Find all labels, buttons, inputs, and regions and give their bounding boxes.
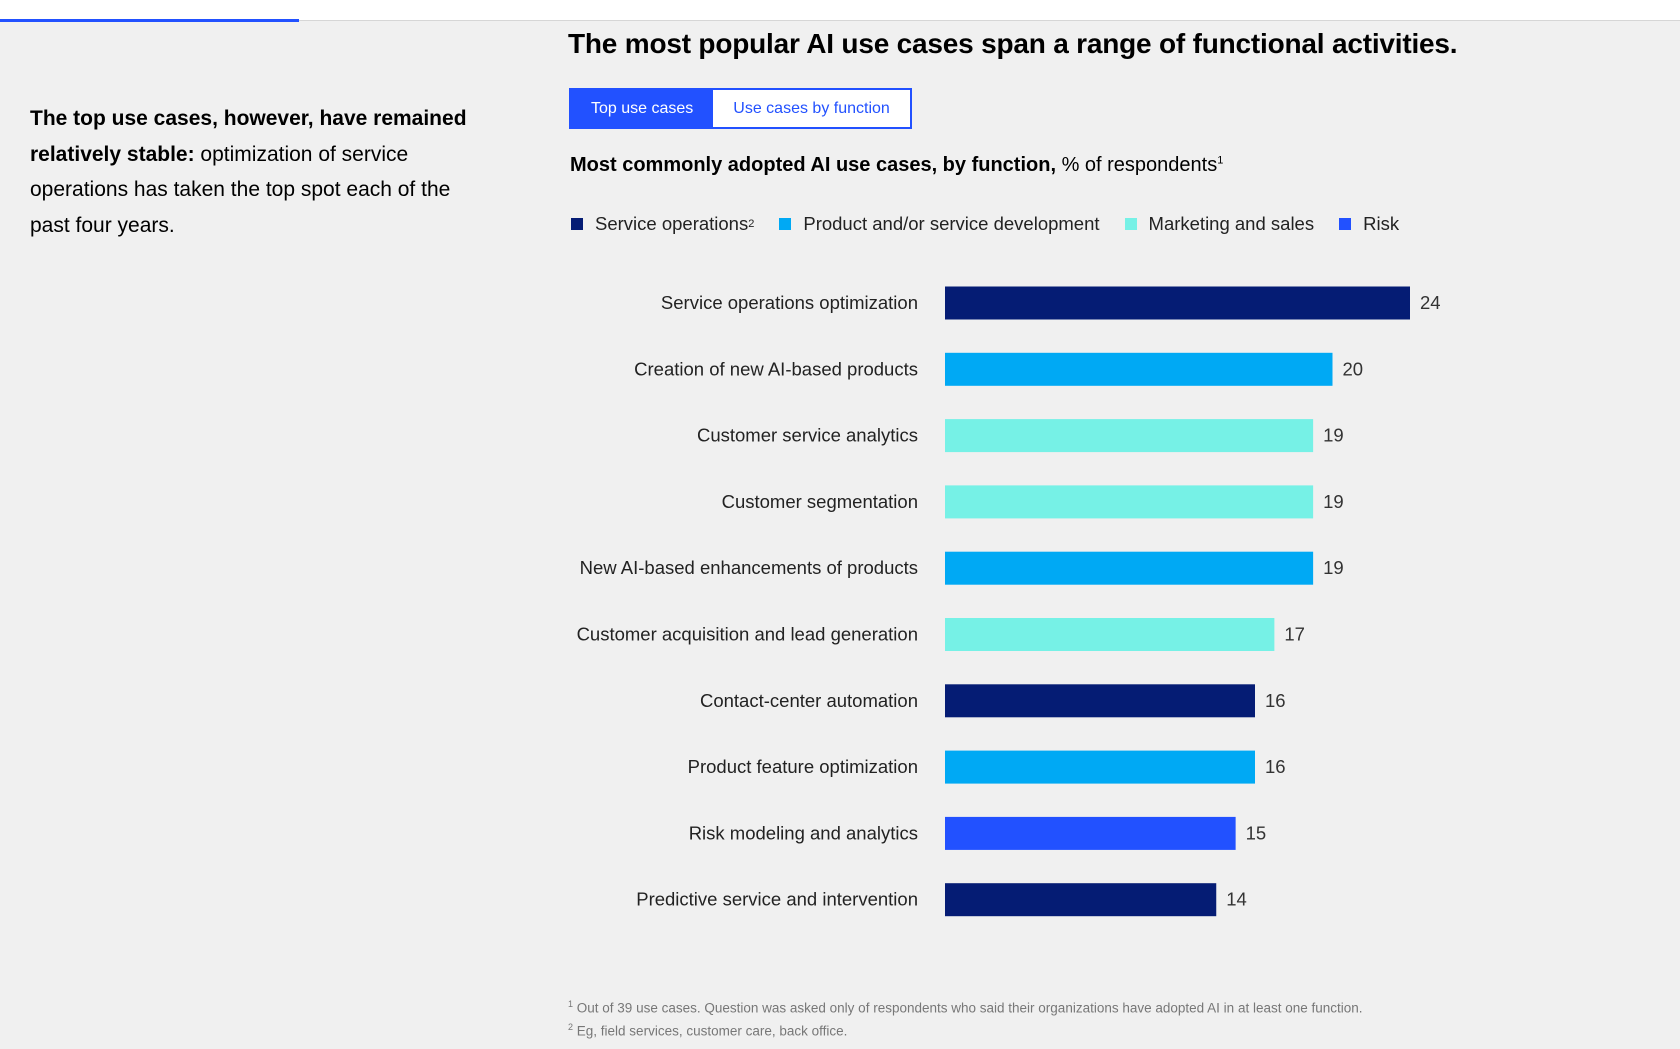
- chart-legend: Service operations 2 Product and/or servi…: [571, 213, 1424, 235]
- footnote-ref: 1: [568, 999, 574, 1009]
- bar-customer-segmentation: [945, 485, 1314, 519]
- value-label-customer-acquisition-and-lead-generation: 17: [1284, 624, 1305, 645]
- category-label-contact-center-automation: Contact-center automation: [700, 690, 918, 711]
- chart-title-main: Most commonly adopted AI use cases, by f…: [570, 154, 1057, 176]
- value-label-customer-service-analytics: 19: [1323, 425, 1344, 446]
- reading-progress-bar: [0, 19, 300, 22]
- legend-label: Service operations: [595, 213, 749, 234]
- bar-risk-modeling-and-analytics: [945, 816, 1236, 850]
- footnotes: 1 Out of 39 use cases. Question was aske…: [568, 995, 1363, 1040]
- legend-footnote-ref: 2: [748, 218, 755, 230]
- legend-item-marketing-sales: Marketing and sales: [1124, 213, 1315, 235]
- chart-title-unit: % of respondents: [1056, 154, 1218, 176]
- intro-paragraph: The top use cases, however, have remaine…: [30, 101, 470, 243]
- footnote-text: Out of 39 use cases. Question was asked …: [576, 1000, 1363, 1016]
- value-label-predictive-service-and-intervention: 14: [1226, 889, 1247, 910]
- legend-item-service-operations: Service operations 2: [571, 213, 754, 235]
- legend-swatch-marketing-sales: [1124, 218, 1137, 230]
- tab-use-cases-by-function[interactable]: Use cases by function: [713, 90, 910, 127]
- legend-label: Product and/or service development: [803, 213, 1100, 234]
- category-label-risk-modeling-and-analytics: Risk modeling and analytics: [689, 822, 918, 843]
- bar-predictive-service-and-intervention: [945, 883, 1217, 917]
- intro-body-text: optimization of service operations has t…: [30, 142, 451, 237]
- bar-service-operations-optimization: [945, 286, 1410, 320]
- category-label-customer-segmentation: Customer segmentation: [722, 491, 918, 512]
- page-title: The most popular AI use cases span a ran…: [568, 28, 1458, 59]
- legend-label: Risk: [1363, 213, 1400, 234]
- value-label-new-ai-based-enhancements-of-products: 19: [1323, 557, 1344, 578]
- category-label-customer-acquisition-and-lead-generation: Customer acquisition and lead generation: [577, 624, 918, 645]
- value-label-contact-center-automation: 16: [1265, 690, 1286, 711]
- category-label-creation-of-new-ai-based-products: Creation of new AI-based products: [634, 358, 918, 379]
- legend-swatch-service-operations: [571, 218, 583, 230]
- value-label-service-operations-optimization: 24: [1420, 292, 1441, 313]
- category-label-service-operations-optimization: Service operations optimization: [661, 292, 918, 313]
- value-label-product-feature-optimization: 16: [1265, 756, 1286, 777]
- footnote-ref: 2: [568, 1021, 574, 1032]
- legend-item-product-development: Product and/or service development: [779, 213, 1100, 235]
- legend-swatch-risk: [1339, 218, 1352, 230]
- footnote-1: 1 Out of 39 use cases. Question was aske…: [568, 995, 1363, 1018]
- footnote-2: 2 Eg, field services, customer care, bac…: [568, 1018, 1363, 1041]
- category-label-product-feature-optimization: Product feature optimization: [688, 756, 918, 777]
- footnote-text: Eg, field services, customer care, back …: [576, 1023, 848, 1038]
- value-label-risk-modeling-and-analytics: 15: [1246, 822, 1267, 843]
- bar-product-feature-optimization: [945, 750, 1255, 784]
- chart-title-footnote-ref: 1: [1217, 154, 1224, 167]
- legend-item-risk: Risk: [1339, 213, 1399, 235]
- bar-creation-of-new-ai-based-products: [945, 352, 1333, 386]
- category-label-customer-service-analytics: Customer service analytics: [697, 425, 918, 446]
- bar-customer-service-analytics: [945, 419, 1314, 453]
- legend-label: Marketing and sales: [1148, 213, 1315, 234]
- chart-title: Most commonly adopted AI use cases, by f…: [570, 154, 1223, 177]
- value-label-creation-of-new-ai-based-products: 20: [1343, 358, 1364, 379]
- intro-bold-text: The top use cases, however, have remaine…: [30, 107, 467, 166]
- bar-new-ai-based-enhancements-of-products: [945, 551, 1314, 585]
- chart-view-tabs: Top use cases Use cases by function: [569, 88, 912, 129]
- bar-contact-center-automation: [945, 684, 1255, 718]
- category-label-new-ai-based-enhancements-of-products: New AI-based enhancements of products: [580, 557, 918, 578]
- tab-top-use-cases[interactable]: Top use cases: [571, 90, 714, 127]
- value-label-customer-segmentation: 19: [1323, 491, 1344, 512]
- bar-customer-acquisition-and-lead-generation: [945, 618, 1275, 651]
- category-label-predictive-service-and-intervention: Predictive service and intervention: [636, 889, 918, 910]
- top-bar: [0, 0, 1680, 21]
- legend-swatch-product-development: [779, 218, 792, 230]
